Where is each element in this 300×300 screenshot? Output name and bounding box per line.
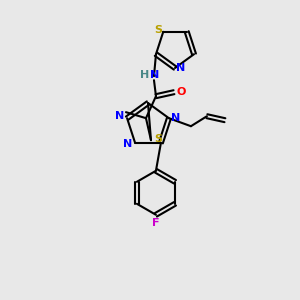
Text: N: N [176, 63, 186, 73]
Text: N: N [171, 113, 181, 123]
Text: N: N [150, 70, 160, 80]
Text: F: F [152, 218, 160, 228]
Text: H: H [140, 70, 150, 80]
Text: N: N [123, 139, 133, 149]
Text: N: N [116, 111, 125, 121]
Text: S: S [154, 134, 162, 144]
Text: O: O [176, 87, 186, 97]
Text: S: S [154, 25, 162, 35]
